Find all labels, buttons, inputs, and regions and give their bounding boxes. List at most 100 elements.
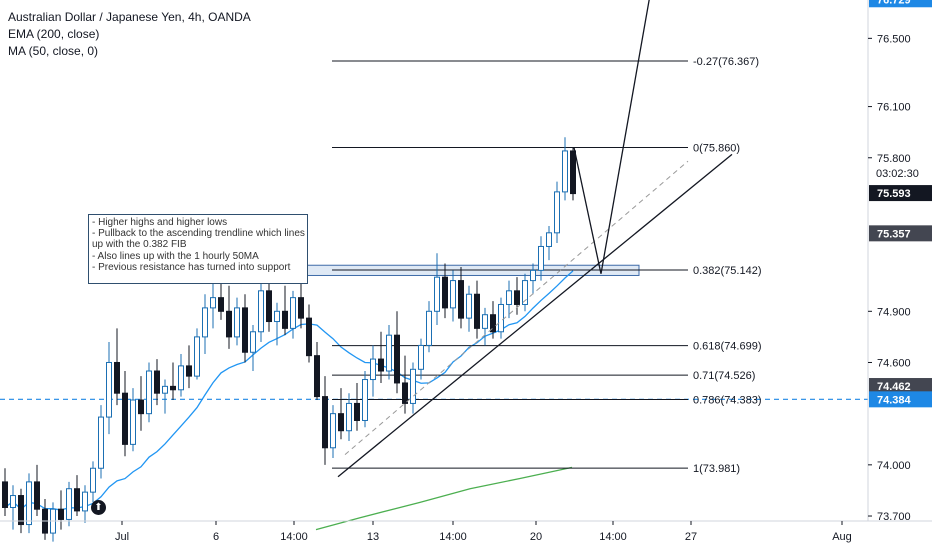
candle-body: [338, 413, 344, 432]
price-tick-label: 76.100: [877, 102, 911, 114]
candle-body: [546, 232, 552, 247]
candle-body: [450, 280, 456, 309]
candle-body: [466, 293, 472, 319]
fib-level-label: 0.786(74.383): [693, 395, 762, 407]
analysis-note[interactable]: - Higher highs and higher lows - Pullbac…: [88, 214, 308, 284]
candle-body: [250, 331, 256, 353]
candle-body: [354, 402, 360, 421]
chart-legend: Australian Dollar / Japanese Yen, 4h, OA…: [8, 9, 251, 60]
candle-body: [266, 290, 272, 323]
candle-body: [234, 307, 240, 338]
projection-path: [573, 0, 650, 274]
candle-body: [106, 361, 112, 418]
candle-body: [394, 334, 400, 384]
ema200-line: [315, 466, 573, 531]
fib-level-label: 0(75.860): [693, 143, 740, 155]
candle-body: [274, 310, 280, 323]
candle-body: [26, 481, 32, 526]
price-tick-label: 73.700: [877, 511, 911, 523]
candle-body: [58, 508, 64, 520]
fib-level-label: -0.27(76.367): [693, 56, 759, 68]
price-tag-box: [869, 225, 932, 242]
candle-body: [330, 413, 336, 449]
candle-body: [258, 290, 264, 333]
fib-level-label: 1(73.981): [693, 463, 740, 475]
up-arrow-icon[interactable]: ⬆: [91, 500, 106, 515]
time-tick-label: Jul: [115, 531, 129, 543]
candle-body: [98, 416, 104, 469]
candle-body: [538, 245, 544, 271]
candle-body: [346, 402, 352, 432]
candle-body: [34, 481, 40, 510]
candle-body: [282, 310, 288, 329]
note-line: up with the 0.382 FIB: [92, 239, 187, 251]
candle-body: [66, 488, 72, 520]
price-tag-label: 76.729: [877, 0, 911, 6]
candle-body: [442, 276, 448, 309]
candle-body: [458, 280, 464, 319]
symbol-title[interactable]: Australian Dollar / Japanese Yen, 4h, OA…: [8, 10, 251, 24]
candle-body: [130, 399, 136, 445]
time-axis[interactable]: Jul 6 14:00 13 14:00 20 14:00 27 Aug: [0, 520, 932, 543]
candle-body: [186, 365, 192, 377]
time-tick-label: 20: [530, 531, 542, 543]
note-line: - Higher highs and higher lows: [92, 217, 228, 228]
time-tick-label: 14:00: [599, 531, 627, 543]
candle-body: [18, 495, 24, 526]
candle-body: [562, 150, 568, 193]
fib-level-label: 0.618(74.699): [693, 341, 762, 353]
time-tick-label: 27: [685, 531, 697, 543]
candle-body: [162, 385, 168, 394]
ema-indicator-label[interactable]: EMA (200, close): [8, 27, 100, 41]
candle-body: [82, 491, 88, 512]
time-tick-label: 6: [213, 531, 219, 543]
price-axis[interactable]: 77.50077.00076.50076.10075.80074.90074.6…: [867, 0, 911, 523]
candle-body: [314, 355, 320, 398]
candle-body: [506, 290, 512, 305]
candle-body: [210, 297, 216, 309]
price-tag-box: [869, 0, 932, 8]
price-tick-label: 74.000: [877, 460, 911, 472]
price-tag-box: [869, 391, 932, 408]
candle-body: [426, 310, 432, 346]
candle-body: [498, 303, 504, 333]
candle-body: [370, 358, 376, 381]
candle-body: [138, 399, 144, 415]
candle-body: [146, 370, 152, 415]
candle-body: [298, 297, 304, 319]
price-tick-label: 74.900: [877, 306, 911, 318]
time-tick-label: 13: [367, 531, 379, 543]
ma50-line: [4, 270, 574, 511]
candle-body: [242, 307, 248, 353]
candle-body: [218, 297, 224, 312]
price-tag-label: 75.593: [877, 188, 911, 200]
candle-body: [122, 392, 128, 445]
candle-body: [490, 314, 496, 333]
candle-body: [386, 334, 392, 372]
price-tag-box: [869, 378, 932, 395]
note-line: - Pullback to the ascending trendline wh…: [92, 228, 305, 240]
ma-indicator-label[interactable]: MA (50, close, 0): [8, 44, 99, 58]
candle-body: [362, 379, 368, 421]
price-tick-label: 76.500: [877, 33, 911, 45]
candle-body: [226, 310, 232, 338]
fib-level-label: 0.71(74.526): [693, 370, 755, 382]
moving-averages-layer: [4, 270, 574, 531]
candle-body: [170, 385, 176, 391]
candle-body: [154, 370, 160, 394]
candle-body: [306, 317, 312, 357]
candle-body: [322, 396, 328, 449]
candle-body: [10, 495, 16, 508]
time-tick-label: Aug: [832, 531, 852, 543]
candle-body: [378, 358, 384, 372]
candle-body: [402, 382, 408, 404]
candle-body: [522, 280, 528, 305]
candle-body: [2, 481, 8, 508]
candle-body: [434, 276, 440, 312]
candle-body: [178, 365, 184, 391]
candle-body: [114, 361, 120, 394]
candle-body: [530, 269, 536, 282]
candle-body: [410, 368, 416, 404]
